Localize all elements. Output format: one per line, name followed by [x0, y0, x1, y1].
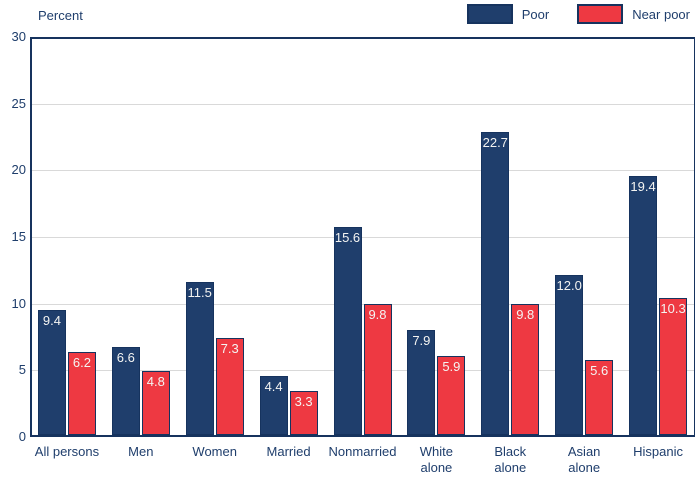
bar-value-label: 7.3 [220, 340, 239, 356]
plot-border-right [694, 37, 695, 437]
legend-item-poor: Poor [466, 4, 550, 24]
bar-value-label: 10.3 [660, 300, 686, 316]
legend-label: Near poor [632, 6, 690, 22]
y-tick-label: 15 [11, 229, 26, 244]
near-poor-bar: 6.2 [67, 352, 96, 435]
x-tick-label: White alone [419, 444, 453, 475]
x-tick-label: Women [192, 444, 237, 459]
bar-value-label: 22.7 [482, 135, 508, 151]
x-tick-label: Nonmarried [328, 444, 397, 459]
poor-bar: 15.6 [333, 227, 362, 435]
poor-bar: 22.7 [481, 132, 510, 435]
bar-value-label: 19.4 [630, 179, 656, 195]
y-tick-label: 5 [18, 362, 26, 378]
near-poor-bar: 5.9 [437, 356, 466, 435]
near-poor-bar: 10.3 [659, 297, 688, 435]
poor-bar: 7.9 [407, 329, 436, 435]
bar-value-label: 6.6 [116, 350, 135, 365]
poor-bar: 12.0 [555, 275, 584, 435]
y-axis-title: Percent [38, 8, 83, 23]
bar-value-label: 4.4 [264, 379, 283, 395]
near-poor-bar: 7.3 [215, 337, 244, 435]
x-axis-line [30, 435, 695, 437]
x-tick-label: Asian alone [567, 444, 601, 475]
plot-border-top [30, 37, 695, 39]
gridline [32, 237, 694, 238]
legend-item-near-poor: Near poor [577, 4, 690, 24]
bar-value-label: 15.6 [334, 230, 361, 245]
gridline [32, 303, 694, 305]
bar-value-label: 5.6 [590, 363, 609, 379]
x-tick-label: All persons [34, 444, 100, 459]
near-poor-bar: 5.6 [585, 360, 614, 435]
bar-value-label: 7.9 [412, 332, 431, 348]
legend-swatch [466, 4, 513, 24]
near-poor-bar: 3.3 [289, 391, 318, 435]
bar-value-label: 9.4 [42, 312, 61, 328]
y-tick-label: 30 [11, 29, 26, 44]
bar-value-label: 12.0 [556, 278, 582, 293]
x-tick-label: Men [128, 444, 154, 459]
bar-value-label: 4.8 [146, 374, 165, 389]
gridline [32, 370, 694, 372]
legend: Poor Near poor [466, 4, 690, 24]
poor-bar: 6.6 [111, 347, 140, 435]
gridline [32, 103, 694, 105]
legend-swatch [577, 4, 624, 24]
x-tick-label: Hispanic [633, 444, 683, 459]
bar-value-label: 3.3 [294, 394, 313, 409]
bar-value-label: 9.8 [368, 307, 387, 323]
legend-label: Poor [521, 6, 550, 22]
gridline [32, 170, 694, 172]
poor-bar: 19.4 [629, 176, 658, 435]
bar-value-label: 6.2 [72, 355, 91, 371]
poor-bar: 11.5 [185, 281, 214, 435]
poor-bar: 4.4 [259, 376, 288, 435]
plot-area: 9.4 6.2 6.6 4.8 11.5 7.3 4.4 3.3 15.6 9.8 7.9 5.9 22… [30, 37, 695, 437]
near-poor-bar: 4.8 [141, 371, 170, 435]
y-tick-label: 25 [11, 95, 26, 111]
y-tick-label: 10 [11, 295, 26, 311]
bar-value-label: 9.8 [516, 307, 535, 323]
y-tick-label: 0 [18, 429, 26, 444]
bar-value-label: 5.9 [442, 359, 461, 375]
near-poor-bar: 9.8 [363, 304, 392, 435]
y-tick-label: 20 [11, 162, 26, 178]
bar-value-label: 11.5 [187, 284, 212, 300]
poor-bar: 9.4 [37, 309, 66, 435]
x-tick-label: Married [266, 444, 311, 459]
y-axis-line [30, 37, 32, 437]
x-tick-label: Black alone [494, 444, 527, 475]
near-poor-bar: 9.8 [511, 304, 540, 435]
